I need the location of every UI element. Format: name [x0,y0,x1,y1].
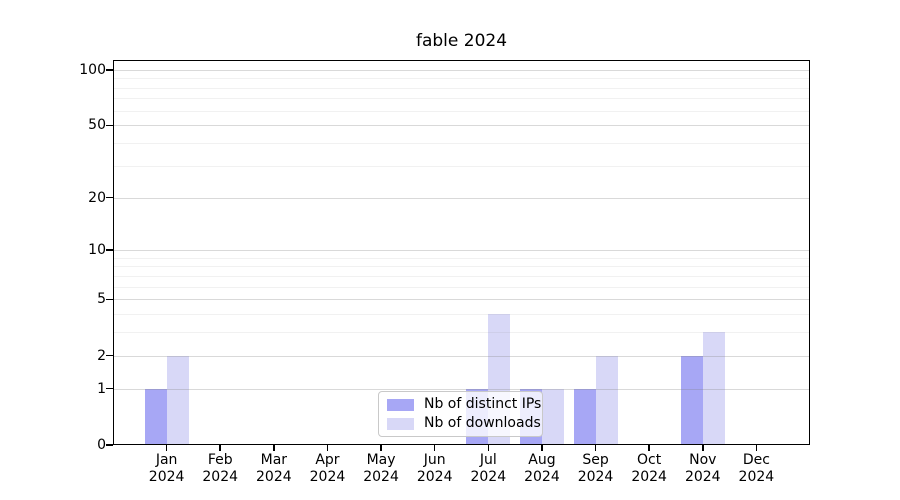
x-tick-mark-dec-2024 [755,445,758,451]
gridline-minor-60 [114,110,809,112]
gridline-minor-4 [114,314,809,316]
gridline-minor-80 [114,87,809,89]
bar-nb-of-downloads-jan-2024 [166,355,189,445]
bar-nb-of-downloads-sep-2024 [595,355,618,445]
bar-nb-of-distinct-ips-nov-2024 [680,355,703,445]
y-tick-label-2: 2 [97,347,106,364]
legend-swatch-distinct-ips [387,398,414,411]
x-tick-label-sep-2024: Sep 2024 [577,452,614,485]
x-tick-label-nov-2024: Nov 2024 [684,452,721,485]
x-tick-mark-apr-2024 [326,445,329,451]
x-tick-mark-jul-2024 [487,445,490,451]
x-tick-label-feb-2024: Feb 2024 [202,452,239,485]
gridline-major-1 [114,388,809,390]
legend: Nb of distinct IPs Nb of downloads [378,391,543,437]
y-tick-mark-2 [106,354,113,357]
x-tick-label-may-2024: May 2024 [363,452,399,485]
legend-item-distinct-ips: Nb of distinct IPs [387,397,541,412]
y-tick-label-100: 100 [79,61,106,78]
gridline-minor-6 [114,286,809,288]
gridline-minor-9 [114,257,809,259]
x-tick-label-oct-2024: Oct 2024 [631,452,667,485]
y-tick-label-50: 50 [88,117,106,134]
gridline-minor-90 [114,78,809,80]
x-tick-mark-aug-2024 [541,445,543,451]
y-tick-mark-1 [106,387,113,390]
x-tick-label-jan-2024: Jan 2024 [148,452,185,485]
gridline-major-10 [114,250,809,252]
x-tick-label-dec-2024: Dec 2024 [738,452,775,485]
gridline-minor-70 [114,98,809,100]
y-tick-label-20: 20 [88,189,106,206]
x-tick-label-jul-2024: Jul 2024 [470,452,507,485]
y-tick-mark-0 [106,444,113,446]
y-tick-mark-100 [106,69,113,71]
gridline-minor-7 [114,275,809,277]
legend-item-downloads: Nb of downloads [387,416,541,431]
gridline-major-100 [114,69,809,71]
bar-nb-of-downloads-nov-2024 [702,332,725,445]
gridline-major-50 [114,125,809,127]
x-tick-mark-nov-2024 [702,445,704,451]
legend-label-downloads: Nb of downloads [424,415,541,431]
y-tick-mark-50 [106,124,113,127]
gridline-minor-3 [114,332,809,334]
legend-swatch-downloads [387,417,414,430]
y-tick-label-1: 1 [97,380,106,397]
y-tick-mark-10 [106,249,113,251]
x-tick-mark-feb-2024 [219,445,221,451]
x-tick-mark-mar-2024 [273,445,275,451]
gridline-major-5 [114,299,809,301]
gridline-major-2 [114,355,809,357]
x-tick-mark-sep-2024 [594,445,597,451]
x-tick-label-jun-2024: Jun 2024 [416,452,453,485]
y-tick-label-0: 0 [97,437,106,453]
y-tick-label-5: 5 [97,291,106,308]
bar-nb-of-downloads-aug-2024 [541,388,564,445]
gridline-minor-40 [114,143,809,145]
gridline-major-20 [114,197,809,199]
x-tick-mark-jan-2024 [165,445,168,451]
bar-nb-of-distinct-ips-sep-2024 [573,388,596,445]
legend-label-distinct-ips: Nb of distinct IPs [424,396,542,412]
x-tick-label-apr-2024: Apr 2024 [309,452,346,485]
x-tick-label-mar-2024: Mar 2024 [256,452,292,485]
x-tick-mark-jun-2024 [433,445,436,451]
x-tick-mark-oct-2024 [648,445,650,451]
y-tick-label-10: 10 [88,242,106,259]
gridline-minor-8 [114,266,809,268]
gridline-minor-30 [114,165,809,167]
bar-nb-of-distinct-ips-jan-2024 [144,388,167,445]
x-tick-mark-may-2024 [380,445,382,451]
chart-title: fable 2024 [415,31,508,51]
x-tick-label-aug-2024: Aug 2024 [524,452,560,485]
y-tick-mark-20 [106,196,113,199]
y-tick-mark-5 [106,298,113,301]
